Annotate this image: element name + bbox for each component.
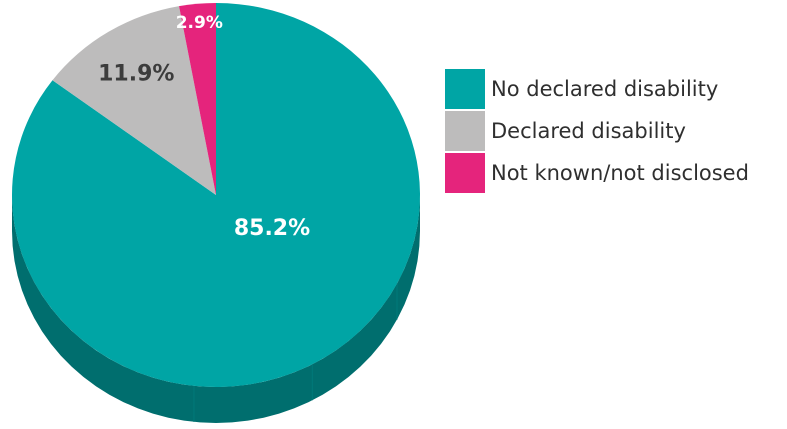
legend-swatch-no-declared-disability [445,69,485,109]
legend-swatch-declared-disability [445,111,485,151]
pie-top-slices [11,3,420,387]
pie-label-not-known-not-disclosed: 2.9% [176,13,223,33]
pie-slice-declared-disability [52,6,217,196]
legend-item-declared-disability: Declared disability [445,110,749,152]
legend-label-not-known: Not known/not disclosed [491,161,749,185]
legend: No declared disability Declared disabili… [445,68,749,194]
legend-item-no-declared-disability: No declared disability [445,68,749,110]
legend-swatch-not-known [445,153,485,193]
pie-label-no-declared-disability: 85.2% [234,216,310,241]
legend-item-not-known: Not known/not disclosed [445,152,749,194]
pie-slice-no-declared-disability [11,3,420,387]
legend-label-no-declared-disability: No declared disability [491,77,719,101]
pie-side-walls [12,195,420,423]
pie-label-declared-disability: 11.9% [98,61,174,86]
pie-side-no-declared-disability [12,195,420,423]
pie-chart: 85.2% 11.9% 2.9% [11,3,420,423]
pie-slice-not-known-not-disclosed [179,3,216,195]
pie-slice-labels: 85.2% 11.9% 2.9% [98,13,310,241]
legend-label-declared-disability: Declared disability [491,119,686,143]
